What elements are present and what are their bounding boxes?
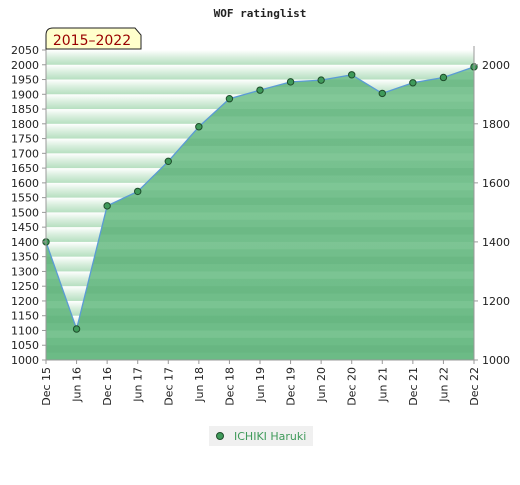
- right-tick-label: 1200: [482, 295, 510, 308]
- data-point: [378, 89, 386, 98]
- left-tick-label: 1350: [11, 251, 39, 264]
- data-point: [256, 86, 264, 94]
- data-point: [103, 202, 111, 210]
- area-stripe: [46, 94, 474, 102]
- right-axis-tick-labels: 1000 1200 1400 1600 1800 2000: [482, 59, 510, 367]
- legend-marker: [216, 432, 224, 440]
- data-point: [72, 325, 81, 333]
- data-point: [317, 76, 325, 84]
- x-tick-label: Jun 17: [132, 367, 145, 403]
- right-tick-label: 1000: [482, 354, 510, 367]
- x-tick-label: Jun 19: [254, 367, 267, 403]
- area-stripe: [46, 345, 474, 353]
- area-stripe: [46, 256, 474, 265]
- legend-box: [209, 426, 313, 446]
- data-point: [134, 187, 142, 196]
- area-fill-group: [46, 66, 474, 360]
- left-tick-label: 2050: [11, 44, 39, 57]
- area-stripe: [46, 168, 474, 176]
- left-tick-label: 1950: [11, 74, 39, 87]
- chart-title: WOF ratinglist: [214, 7, 307, 20]
- period-badge-label: 2015–2022: [53, 33, 131, 49]
- right-tick-label: 1600: [482, 177, 510, 190]
- data-point: [164, 157, 172, 166]
- right-tick-label: 1800: [482, 118, 510, 131]
- x-tick-label: Dec 15: [40, 367, 53, 406]
- area-stripe: [46, 212, 474, 220]
- area-stripe: [46, 123, 474, 132]
- x-tick-label: Dec 22: [468, 367, 481, 406]
- legend-series-name: ICHIKI Haruki: [234, 430, 306, 443]
- left-tick-label: 1550: [11, 192, 39, 205]
- left-tick-label: 1600: [11, 177, 39, 190]
- period-badge: 2015–2022: [45, 27, 142, 50]
- left-tick-label: 1800: [11, 118, 39, 131]
- data-point: [286, 78, 295, 86]
- x-tick-label: Jun 18: [193, 367, 206, 403]
- left-tick-label: 1850: [11, 103, 39, 116]
- x-tick-label: Dec 18: [223, 367, 236, 406]
- area-stripes: [46, 66, 474, 353]
- x-tick-label: Dec 16: [101, 367, 114, 406]
- left-tick-label: 1450: [11, 221, 39, 234]
- area-stripe: [46, 227, 474, 235]
- area-fill: [46, 66, 474, 360]
- right-tick-label: 1400: [482, 236, 510, 249]
- area-stripe: [46, 138, 474, 146]
- x-tick-label: Dec 20: [346, 367, 359, 406]
- data-point: [409, 79, 417, 87]
- left-tick-label: 1700: [11, 147, 39, 160]
- data-point: [439, 73, 448, 82]
- area-stripe: [46, 241, 474, 250]
- area-stripe: [46, 109, 474, 117]
- left-tick-label: 1650: [11, 162, 39, 175]
- data-point: [225, 95, 234, 103]
- area-stripe: [46, 330, 474, 338]
- area-stripe: [46, 315, 474, 324]
- area-stripe: [46, 271, 474, 279]
- left-tick-label: 1500: [11, 206, 39, 219]
- left-tick-label: 1200: [11, 295, 39, 308]
- left-tick-label: 1000: [11, 354, 39, 367]
- left-tick-label: 1300: [11, 265, 39, 278]
- x-tick-label: Jun 21: [376, 367, 389, 403]
- x-tick-label: Dec 19: [285, 367, 298, 406]
- x-tick-label: Jun 20: [315, 367, 328, 403]
- background-band: [46, 64, 474, 80]
- x-tick-label: Dec 21: [407, 367, 420, 406]
- area-stripe: [46, 300, 474, 309]
- area-stripe: [46, 197, 474, 205]
- axes: [42, 46, 478, 364]
- area-stripe: [46, 153, 474, 161]
- left-tick-label: 1250: [11, 280, 39, 293]
- x-axis-tick-labels: Dec 15 Jun 16 Dec 16 Jun 17 Dec 17 Jun 18 Dec …: [40, 367, 481, 406]
- left-tick-label: 1100: [11, 324, 39, 337]
- area-stripe: [46, 286, 474, 294]
- x-tick-label: Jun 16: [71, 367, 84, 403]
- period-badge-shape: [45, 27, 142, 50]
- background-band: [46, 50, 474, 65]
- left-tick-label: 1150: [11, 310, 39, 323]
- left-tick-label: 1750: [11, 133, 39, 146]
- data-point: [348, 71, 356, 79]
- right-tick-label: 2000: [482, 59, 510, 72]
- left-axis-tick-labels: 1000105011001150120012501300135014001450…: [11, 44, 39, 367]
- data-point: [195, 123, 203, 131]
- left-tick-label: 1400: [11, 236, 39, 249]
- x-tick-label: Dec 17: [162, 367, 175, 406]
- legend: ICHIKI Haruki: [209, 426, 313, 446]
- left-tick-label: 2000: [11, 59, 39, 72]
- x-tick-label: Jun 22: [437, 367, 450, 403]
- left-tick-label: 1900: [11, 88, 39, 101]
- area-stripe: [46, 182, 474, 191]
- left-tick-label: 1050: [11, 339, 39, 352]
